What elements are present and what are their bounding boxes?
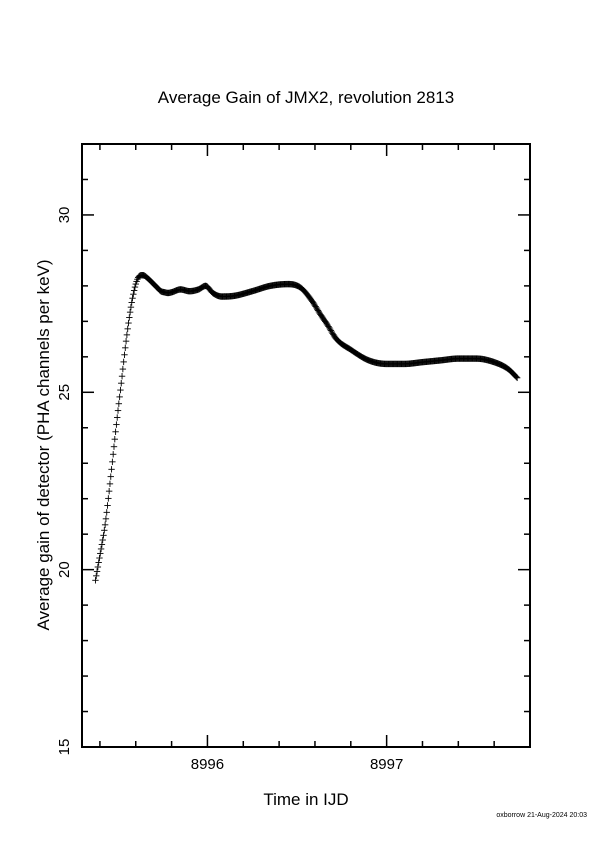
- chart-title: Average Gain of JMX2, revolution 2813: [158, 88, 454, 107]
- data-point: [114, 414, 121, 421]
- data-point: [104, 502, 111, 509]
- data-point: [329, 330, 336, 337]
- data-point: [328, 328, 335, 336]
- data-point: [127, 303, 135, 311]
- data-point: [314, 306, 321, 313]
- data-point: [105, 487, 113, 495]
- data-point: [513, 374, 521, 382]
- data-points: [92, 272, 521, 584]
- data-point: [95, 559, 102, 566]
- data-point: [325, 323, 332, 330]
- data-point: [124, 325, 131, 333]
- data-point: [98, 541, 106, 548]
- data-point: [100, 532, 107, 539]
- data-point: [310, 300, 318, 308]
- y-tick-label: 15: [56, 739, 73, 756]
- data-point: [99, 536, 106, 544]
- data-point: [128, 299, 135, 306]
- data-point: [313, 304, 320, 312]
- data-point: [97, 545, 105, 553]
- data-point: [314, 307, 322, 314]
- data-point: [93, 572, 100, 580]
- data-point: [118, 373, 126, 380]
- data-point: [120, 358, 127, 366]
- data-point: [131, 283, 139, 291]
- data-point: [115, 400, 123, 407]
- data-point: [101, 527, 108, 534]
- x-tick-label: 8996: [191, 756, 224, 773]
- data-point: [112, 428, 119, 435]
- y-tick-label: 25: [56, 384, 73, 401]
- data-point: [513, 373, 520, 381]
- data-point: [130, 287, 138, 294]
- y-axis-label: Average gain of detector (PHA channels p…: [34, 259, 53, 630]
- data-point: [512, 372, 519, 380]
- data-point: [311, 302, 318, 309]
- data-point: [103, 509, 110, 516]
- y-tick-label: 20: [56, 561, 73, 578]
- data-point: [117, 386, 124, 394]
- data-point: [130, 290, 137, 298]
- tick-labels-layer: 8996 8997 15 20 25 30: [56, 207, 403, 773]
- x-axis-label: Time in IJD: [263, 790, 348, 809]
- data-point: [97, 550, 104, 557]
- data-point: [101, 521, 109, 529]
- data-point: [121, 351, 128, 358]
- data-point: [92, 577, 99, 584]
- data-point: [113, 421, 120, 428]
- data-point: [93, 568, 101, 575]
- data-point: [129, 295, 136, 302]
- data-point: [118, 379, 125, 387]
- data-point: [111, 435, 118, 443]
- data-point: [105, 495, 112, 502]
- data-point: [119, 365, 127, 373]
- plot-frame: [81, 143, 531, 748]
- data-point: [126, 314, 133, 321]
- data-point: [109, 451, 117, 458]
- data-point: [102, 515, 110, 523]
- data-point: [126, 308, 134, 316]
- data-point: [107, 473, 114, 480]
- data-point: [109, 458, 116, 466]
- data-point: [324, 321, 331, 329]
- data-point: [327, 327, 335, 334]
- data-point: [123, 331, 131, 339]
- data-point: [122, 337, 130, 345]
- y-tick-label: 30: [56, 207, 73, 224]
- footer-stamp: oxborrow 21-Aug-2024 20:03: [496, 812, 587, 819]
- data-point: [125, 319, 132, 327]
- data-point: [326, 325, 334, 333]
- data-point: [96, 554, 103, 562]
- x-tick-label: 8997: [370, 756, 403, 773]
- data-point: [312, 303, 319, 310]
- data-point: [106, 480, 114, 488]
- ticks-layer: [82, 143, 531, 748]
- data-point: [114, 407, 122, 414]
- data-point: [132, 280, 139, 288]
- data-point: [108, 466, 115, 473]
- data-point: [122, 344, 129, 352]
- data-point: [116, 393, 123, 401]
- data-point: [326, 324, 333, 332]
- data-point: [94, 563, 102, 571]
- data-point: [110, 443, 118, 450]
